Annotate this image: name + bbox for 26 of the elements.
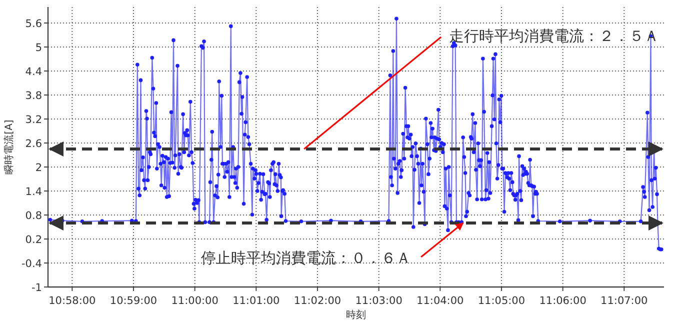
y-tick-label: 3.8 [25, 90, 42, 102]
x-tick-label: 10:58:00 [48, 295, 96, 307]
y-tick-label: 2 [35, 162, 42, 174]
x-tick-label: 11:04:00 [416, 295, 464, 307]
y-tick-label: -1 [32, 282, 42, 294]
y-tick-label: 1.4 [25, 186, 42, 198]
x-tick-label: 11:01:00 [232, 295, 280, 307]
y-tick-label: 4.4 [25, 66, 42, 78]
x-tick-label: 11:06:00 [539, 295, 586, 307]
annotation: 走行時平均消費電流：２．５Ａ [449, 27, 660, 45]
y-axis-title: 瞬時電流[A] [3, 120, 15, 174]
y-tick-label: 5.6 [25, 18, 42, 30]
y-tick-label: 0.8 [25, 210, 42, 222]
x-tick-label: 11:00:00 [171, 295, 218, 307]
x-tick-label: 11:07:00 [600, 295, 648, 307]
x-tick-label: 10:59:00 [110, 295, 158, 307]
x-axis-title: 時刻 [346, 309, 366, 321]
y-tick-label: -0.4 [22, 258, 42, 270]
y-tick-label: 2.6 [25, 138, 42, 150]
x-tick-label: 11:03:00 [355, 295, 402, 307]
annotation: 停止時平均消費電流：０．６Ａ [201, 249, 412, 267]
y-tick-label: 0.2 [25, 234, 42, 246]
x-tick-label: 11:02:00 [294, 295, 342, 307]
y-tick-label: 5 [35, 42, 42, 54]
x-tick-label: 11:05:00 [478, 295, 526, 307]
y-tick-label: 3.2 [25, 114, 42, 126]
